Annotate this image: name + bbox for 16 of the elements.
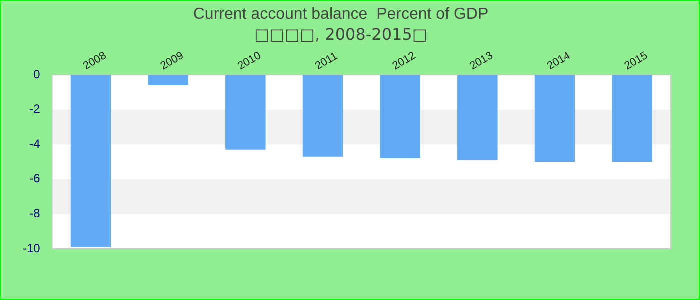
x-tick-label: 2015	[622, 50, 650, 73]
chart-subtitle: □□□□, 2008-2015□	[254, 24, 428, 44]
y-tick-label: -4	[30, 136, 41, 151]
y-tick-label: -2	[30, 102, 41, 116]
y-tick-label: -8	[30, 206, 41, 221]
x-tick-label: 2012	[390, 50, 418, 73]
y-tick-label: -10	[23, 241, 41, 256]
y-tick-label: -6	[30, 172, 41, 186]
x-tick-label: 2014	[545, 50, 573, 73]
x-tick-label: 2011	[313, 50, 340, 73]
x-tick-label: 2008	[81, 50, 109, 73]
chart-title: Current account balance Percent of GDP	[193, 6, 489, 24]
x-tick-label: 2009	[158, 50, 186, 73]
x-tick-label: 2013	[468, 50, 496, 73]
x-tick-label: 2010	[236, 50, 264, 73]
y-tick-label: 0	[34, 67, 41, 82]
